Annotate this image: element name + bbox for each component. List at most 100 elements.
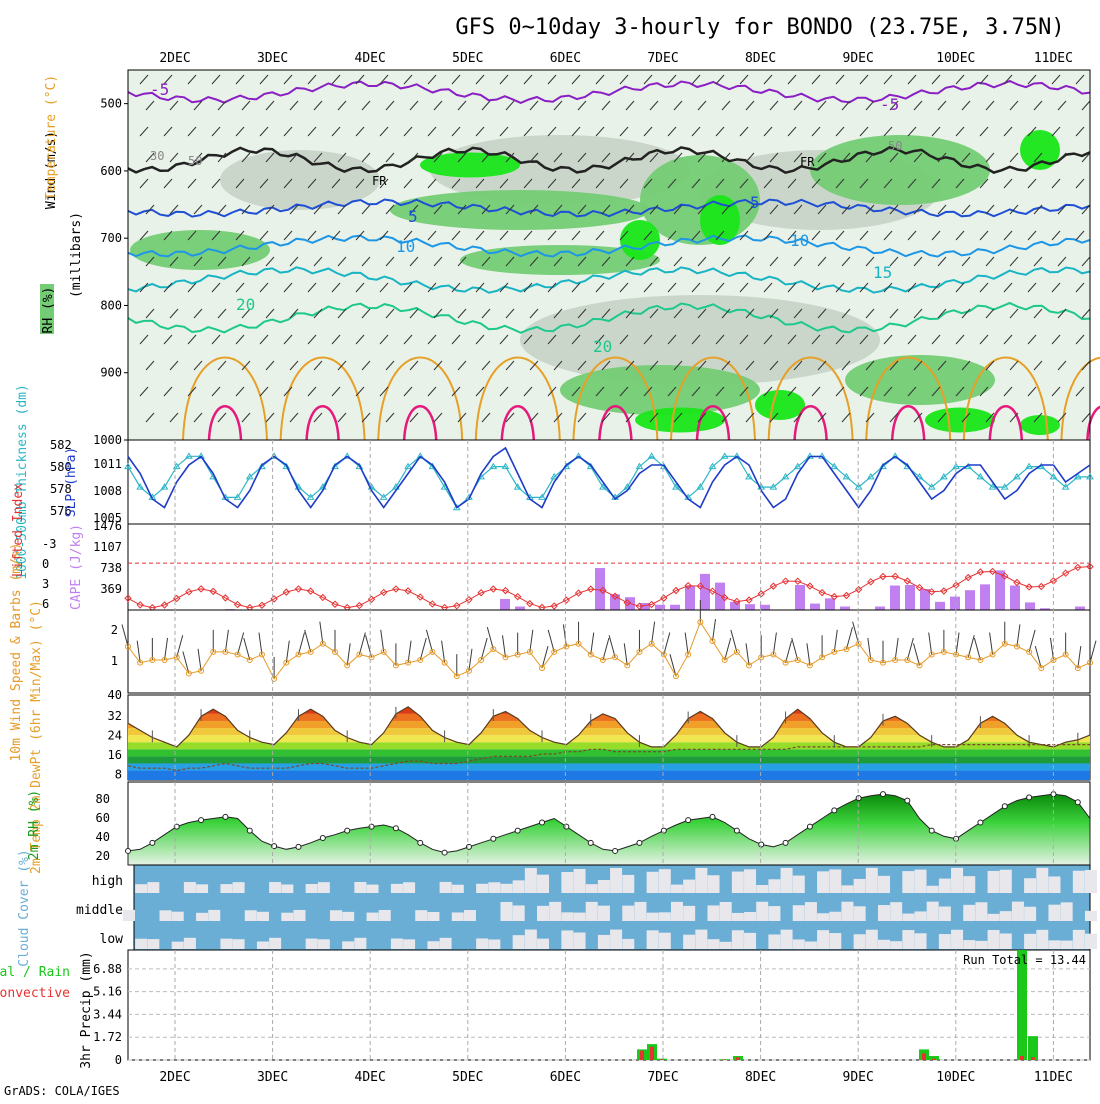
cloud-cell [988,914,1000,921]
cloud-cell [440,882,452,893]
cloud-cell [1024,878,1036,893]
rh-point [710,814,715,819]
rh-point [540,820,545,825]
precip-conv-bar [1020,1056,1024,1060]
cloud-cell [561,872,573,893]
cloud-cell [1073,930,1085,949]
rh-point [807,824,812,829]
cloud-cell [537,939,549,949]
cloud-cell [488,939,500,949]
cloud-cell [269,882,281,893]
li-tick: 0 [42,557,49,571]
rh-point [661,828,666,833]
temp-tick: 40 [108,688,122,702]
cloud-cell [488,882,500,893]
precip-conv-bar [660,1059,664,1060]
rh-tick: 40 [96,830,110,844]
date-label-bottom: 9DEC [843,1070,874,1085]
pressure-tick-label: 700 [100,231,122,245]
axis-label-cloud: Cloud Cover (%) [17,849,32,966]
cloud-cell [257,912,269,921]
rh-point [345,828,350,833]
cloud-cell [805,941,817,949]
date-label-bottom: 6DEC [550,1070,581,1085]
cloud-cell [817,930,829,949]
li-tick: -3 [42,537,56,551]
temp-tick: 24 [108,729,122,743]
temp-tick: 16 [108,748,122,762]
cape-bar [685,586,695,610]
cloud-cell [671,885,683,893]
footer-credit: GrADS: COLA/IGES [4,1084,120,1098]
cloud-cell [391,939,403,949]
cloud-cell [634,902,646,921]
cloud-cell [1073,871,1085,893]
precip-conv-bar [1031,1057,1035,1060]
cloud-cell [854,934,866,949]
cape-bar [965,590,975,610]
rh-point [296,844,301,849]
cloud-cell [342,941,354,949]
date-label-top: 10DEC [936,51,975,66]
rh-shade-16 [755,390,805,420]
cloud-cell [500,902,512,921]
cloud-cell [574,933,586,949]
cloud-cell [975,902,987,921]
cloud-cell [659,912,671,921]
li-tick: 3 [42,577,49,591]
pressure-tick-label: 800 [100,298,122,312]
cloud-cell [927,902,939,921]
precip-conv-bar [650,1047,654,1060]
cloud-cell [561,930,573,949]
cape-bar [515,607,525,610]
cloud-cell [817,871,829,893]
cloud-cell [695,868,707,893]
cloud-cell [196,884,208,893]
cloud-cell [988,871,1000,893]
cloud-cell [854,879,866,893]
cloud-cell [160,910,172,921]
date-label-bottom: 11DEC [1034,1070,1073,1085]
cloud-cell [220,939,232,949]
cloud-cell [695,930,707,949]
cape-bar [935,602,945,610]
cloud-cell [854,906,866,921]
cloud-cell [890,941,902,949]
rh-point [832,808,837,813]
cape-bar [905,585,915,610]
cloud-cell [208,910,220,921]
cloud-cell [915,911,927,921]
cloud-cell [452,912,464,921]
cloud-cell [135,939,147,949]
cloud-cell [513,935,525,949]
date-label-bottom: 8DEC [745,1070,776,1085]
rh-point [393,826,398,831]
contour-label: 10 [790,231,809,250]
cloud-cell [744,869,756,893]
date-label-top: 2DEC [159,51,190,66]
cloud-cell [720,942,732,949]
cloud-cell [939,879,951,893]
contour-label: 30 [150,149,164,163]
cloud-cell [915,870,927,893]
wind-tick: 1 [111,654,118,668]
rh-point [637,840,642,845]
cloud-cell [1000,933,1012,949]
cloud-cell [768,934,780,949]
cloud-cell [403,882,415,893]
cloud-cell [744,912,756,921]
cloud-cell [781,930,793,949]
precip-conv-bar [922,1053,926,1060]
cloud-cell [610,868,622,893]
cape-bar [825,598,835,610]
cloud-cell [1085,911,1097,921]
cloud-level-label: high [92,874,123,889]
cloud-cell [671,902,683,921]
cape-bar [875,607,885,610]
wind-barb-10m [1090,641,1096,663]
date-label-bottom: 4DEC [355,1070,386,1085]
cloud-cell [1085,870,1097,893]
chart-title: GFS 0~10day 3-hourly for BONDO (23.75E, … [455,15,1064,40]
cloud-cell [841,885,853,893]
